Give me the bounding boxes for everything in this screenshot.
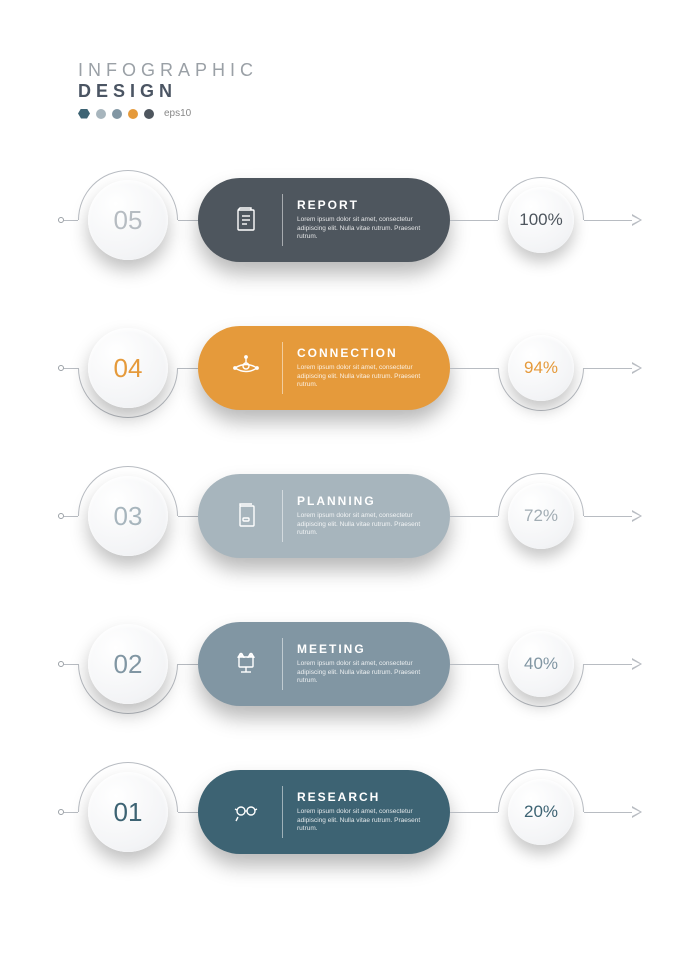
content-pill: MEETING Lorem ipsum dolor sit amet, cons… (198, 622, 450, 706)
infographic-row: 04 CONNECTION Lorem ipsum dolor sit amet… (0, 318, 693, 418)
percent-circle: 40% (508, 631, 574, 697)
connector-segment (584, 516, 634, 517)
step-number: 02 (114, 649, 143, 680)
connector-segment (178, 368, 198, 369)
connector-segment (64, 516, 78, 517)
percent-value: 72% (524, 506, 558, 526)
content-pill: PLANNING Lorem ipsum dolor sit amet, con… (198, 474, 450, 558)
header-line1: INFOGRAPHIC (78, 60, 258, 81)
header: INFOGRAPHIC DESIGN eps10 (78, 60, 258, 119)
arrow-icon (632, 214, 642, 226)
arrow-icon (632, 362, 642, 374)
pill-text: PLANNING Lorem ipsum dolor sit amet, con… (297, 494, 450, 538)
arrow-icon (632, 510, 642, 522)
percent-value: 40% (524, 654, 558, 674)
pill-divider (282, 194, 283, 246)
pill-title: RESEARCH (297, 790, 430, 804)
number-circle: 02 (88, 624, 168, 704)
pill-text: CONNECTION Lorem ipsum dolor sit amet, c… (297, 346, 450, 390)
header-line2: DESIGN (78, 81, 258, 102)
infographic-rows: 05 REPORT Lorem ipsum dolor sit amet, co… (0, 170, 693, 910)
connector-segment (178, 516, 198, 517)
pill-divider (282, 342, 283, 394)
pill-divider (282, 786, 283, 838)
number-circle: 04 (88, 328, 168, 408)
pill-divider (282, 490, 283, 542)
connector-segment (64, 368, 78, 369)
percent-circle: 20% (508, 779, 574, 845)
infographic-row: 02 MEETING Lorem ipsum dolor sit amet, c… (0, 614, 693, 714)
header-dot-3 (128, 109, 138, 119)
connector-segment (450, 812, 498, 813)
connector-segment (450, 516, 498, 517)
connector-segment (450, 220, 498, 221)
step-number: 05 (114, 205, 143, 236)
connector-segment (178, 220, 198, 221)
percent-circle: 72% (508, 483, 574, 549)
header-dot-0 (78, 109, 90, 119)
connector-segment (178, 812, 198, 813)
pill-description: Lorem ipsum dolor sit amet, consectetur … (297, 660, 430, 686)
header-dot-4 (144, 109, 154, 119)
connector-segment (450, 368, 498, 369)
connector-segment (584, 220, 634, 221)
connector-segment (64, 664, 78, 665)
connector-segment (178, 664, 198, 665)
pill-title: CONNECTION (297, 346, 430, 360)
step-number: 04 (114, 353, 143, 384)
header-eps: eps10 (164, 108, 191, 119)
step-number: 01 (114, 797, 143, 828)
connector-segment (450, 664, 498, 665)
connector-segment (584, 664, 634, 665)
infographic-row: 01 RESEARCH Lorem ipsum dolor sit amet, … (0, 762, 693, 862)
pill-text: REPORT Lorem ipsum dolor sit amet, conse… (297, 198, 450, 242)
pill-divider (282, 638, 283, 690)
content-pill: REPORT Lorem ipsum dolor sit amet, conse… (198, 178, 450, 262)
research-icon (224, 797, 268, 827)
header-dot-2 (112, 109, 122, 119)
pill-description: Lorem ipsum dolor sit amet, consectetur … (297, 364, 430, 390)
connector-segment (584, 812, 634, 813)
percent-circle: 94% (508, 335, 574, 401)
percent-value: 94% (524, 358, 558, 378)
connector-segment (64, 812, 78, 813)
step-number: 03 (114, 501, 143, 532)
number-circle: 05 (88, 180, 168, 260)
report-icon (224, 205, 268, 235)
connection-icon (224, 353, 268, 383)
pill-description: Lorem ipsum dolor sit amet, consectetur … (297, 808, 430, 834)
header-dots: eps10 (78, 108, 258, 119)
pill-title: MEETING (297, 642, 430, 656)
planning-icon (224, 501, 268, 531)
pill-description: Lorem ipsum dolor sit amet, consectetur … (297, 512, 430, 538)
pill-description: Lorem ipsum dolor sit amet, consectetur … (297, 216, 430, 242)
arrow-icon (632, 806, 642, 818)
pill-title: PLANNING (297, 494, 430, 508)
percent-circle: 100% (508, 187, 574, 253)
header-dot-1 (96, 109, 106, 119)
pill-title: REPORT (297, 198, 430, 212)
infographic-row: 03 PLANNING Lorem ipsum dolor sit amet, … (0, 466, 693, 566)
pill-text: RESEARCH Lorem ipsum dolor sit amet, con… (297, 790, 450, 834)
content-pill: RESEARCH Lorem ipsum dolor sit amet, con… (198, 770, 450, 854)
connector-segment (64, 220, 78, 221)
number-circle: 01 (88, 772, 168, 852)
pill-text: MEETING Lorem ipsum dolor sit amet, cons… (297, 642, 450, 686)
connector-segment (584, 368, 634, 369)
meeting-icon (224, 649, 268, 679)
number-circle: 03 (88, 476, 168, 556)
content-pill: CONNECTION Lorem ipsum dolor sit amet, c… (198, 326, 450, 410)
infographic-row: 05 REPORT Lorem ipsum dolor sit amet, co… (0, 170, 693, 270)
arrow-icon (632, 658, 642, 670)
percent-value: 100% (519, 210, 562, 230)
percent-value: 20% (524, 802, 558, 822)
